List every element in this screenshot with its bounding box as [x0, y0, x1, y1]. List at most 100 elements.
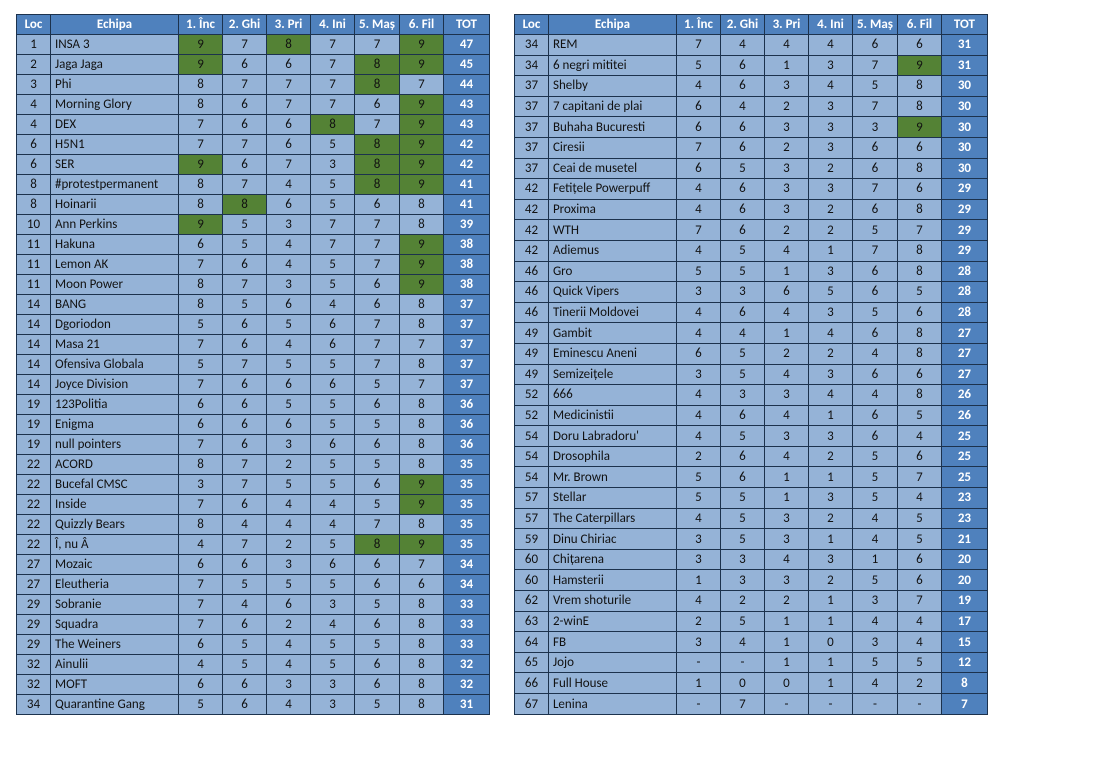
cell-round: 4	[808, 35, 852, 56]
cell-round: 6	[676, 96, 720, 117]
cell-loc: 29	[17, 595, 51, 615]
cell-round: 4	[267, 635, 311, 655]
cell-round: 6	[355, 555, 400, 575]
cell-round: 5	[897, 282, 941, 303]
col-header: 1. Înc	[676, 15, 720, 35]
table-row: 46Quick Vipers33656528	[514, 282, 987, 303]
cell-round: 2	[267, 455, 311, 475]
cell-round: 5	[852, 467, 897, 488]
cell-loc: 64	[514, 632, 548, 653]
cell-round: 1	[808, 652, 852, 673]
cell-round: 6	[897, 570, 941, 591]
cell-total: 28	[941, 302, 987, 323]
table-row: 6H5N177658942	[17, 135, 490, 155]
table-row: 57Stellar55135423	[514, 488, 987, 509]
cell-round: 3	[808, 261, 852, 282]
cell-loc: 54	[514, 426, 548, 447]
cell-round: 5	[852, 570, 897, 591]
cell-round: 9	[399, 495, 443, 515]
cell-total: 17	[941, 611, 987, 632]
cell-round: 4	[311, 495, 355, 515]
cell-round: 6	[223, 415, 267, 435]
cell-round: 6	[223, 315, 267, 335]
cell-total: 35	[443, 515, 489, 535]
cell-total: 38	[443, 235, 489, 255]
cell-round: 5	[897, 508, 941, 529]
cell-round: 5	[676, 467, 720, 488]
cell-round: 8	[399, 315, 443, 335]
cell-round: 7	[223, 275, 267, 295]
cell-round: 5	[311, 415, 355, 435]
cell-round: 1	[764, 261, 808, 282]
table-row: 37Shelby46345830	[514, 76, 987, 97]
table-row: 14Dgoriodon56567837	[17, 315, 490, 335]
cell-round: 4	[897, 632, 941, 653]
cell-round: 6	[223, 375, 267, 395]
cell-total: 29	[941, 240, 987, 261]
cell-round: 4	[808, 323, 852, 344]
cell-round: 4	[676, 426, 720, 447]
cell-round: 5	[897, 652, 941, 673]
cell-round: 6	[399, 575, 443, 595]
cell-round: 6	[355, 655, 400, 675]
cell-round: 7	[355, 235, 400, 255]
cell-round: 8	[399, 695, 443, 715]
cell-round: 5	[720, 364, 764, 385]
cell-total: 45	[443, 55, 489, 75]
cell-total: 33	[443, 635, 489, 655]
cell-team: Ceai de musetel	[548, 158, 676, 179]
cell-round: 5	[179, 695, 223, 715]
cell-team: Joyce Division	[51, 375, 179, 395]
cell-round: 6	[897, 302, 941, 323]
cell-round: 7	[311, 55, 355, 75]
cell-round: 5	[311, 635, 355, 655]
cell-round: 8	[179, 75, 223, 95]
cell-round: 4	[764, 35, 808, 56]
cell-round: 4	[852, 343, 897, 364]
table-row: 29Sobranie74635833	[17, 595, 490, 615]
cell-team: Lenina	[548, 694, 676, 715]
cell-round: 6	[223, 395, 267, 415]
cell-round: 3	[676, 529, 720, 550]
cell-round: 5	[355, 375, 400, 395]
cell-round: 2	[720, 591, 764, 612]
table-row: 6SER96738942	[17, 155, 490, 175]
cell-round: 4	[311, 615, 355, 635]
cell-round: 0	[808, 632, 852, 653]
cell-round: 2	[764, 591, 808, 612]
cell-total: 27	[941, 323, 987, 344]
table-row: 19null pointers76366836	[17, 435, 490, 455]
cell-round: 2	[764, 137, 808, 158]
cell-round: 4	[267, 335, 311, 355]
cell-total: 44	[443, 75, 489, 95]
cell-team: Sobranie	[51, 595, 179, 615]
cell-round: 6	[267, 115, 311, 135]
cell-round: 5	[223, 655, 267, 675]
cell-round: 5	[720, 611, 764, 632]
cell-team: Hoinarii	[51, 195, 179, 215]
cell-round: 6	[179, 635, 223, 655]
cell-loc: 46	[514, 282, 548, 303]
cell-round: 4	[676, 240, 720, 261]
cell-loc: 10	[17, 215, 51, 235]
cell-total: 36	[443, 435, 489, 455]
cell-team: Ciresii	[548, 137, 676, 158]
cell-total: 31	[941, 55, 987, 76]
cell-round: 4	[179, 655, 223, 675]
cell-round: 6	[223, 335, 267, 355]
cell-round: 7	[399, 555, 443, 575]
cell-loc: 59	[514, 529, 548, 550]
cell-team: INSA 3	[51, 35, 179, 55]
cell-team: 6 negri mititei	[548, 55, 676, 76]
cell-round: 6	[179, 555, 223, 575]
standings-table-right: LocEchipa1. Înc2. Ghi3. Pri4. Ini5. Maș6…	[514, 14, 988, 715]
cell-team: Quizzly Bears	[51, 515, 179, 535]
cell-team: Morning Glory	[51, 95, 179, 115]
cell-team: Quarantine Gang	[51, 695, 179, 715]
cell-round: 2	[267, 615, 311, 635]
cell-loc: 37	[514, 76, 548, 97]
cell-round: 3	[179, 475, 223, 495]
cell-round: 8	[399, 195, 443, 215]
cell-round: 8	[355, 135, 400, 155]
table-row: 66Full House1001428	[514, 673, 987, 694]
